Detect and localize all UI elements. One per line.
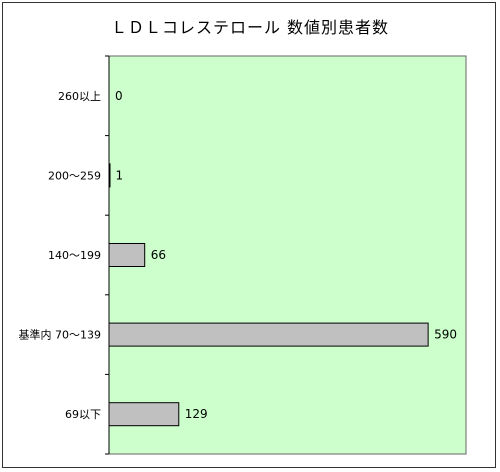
bar <box>108 163 111 188</box>
category-label: 基準内 70～139 <box>19 328 102 342</box>
category-label: 260以上 <box>58 90 101 103</box>
data-label: 66 <box>151 248 166 262</box>
category-label: 200～259 <box>48 169 101 182</box>
bar <box>108 402 180 427</box>
category-label: 140～199 <box>48 249 101 262</box>
data-label: 0 <box>115 89 123 103</box>
plot-area <box>108 55 467 455</box>
data-label: 1 <box>116 168 124 182</box>
bar <box>108 322 429 347</box>
bar <box>108 243 146 267</box>
data-label: 129 <box>185 407 208 421</box>
data-label: 590 <box>434 328 457 342</box>
chart-title: ＬＤＬコレステロール 数値別患者数 <box>110 18 390 37</box>
category-label: 69以下 <box>65 408 101 421</box>
